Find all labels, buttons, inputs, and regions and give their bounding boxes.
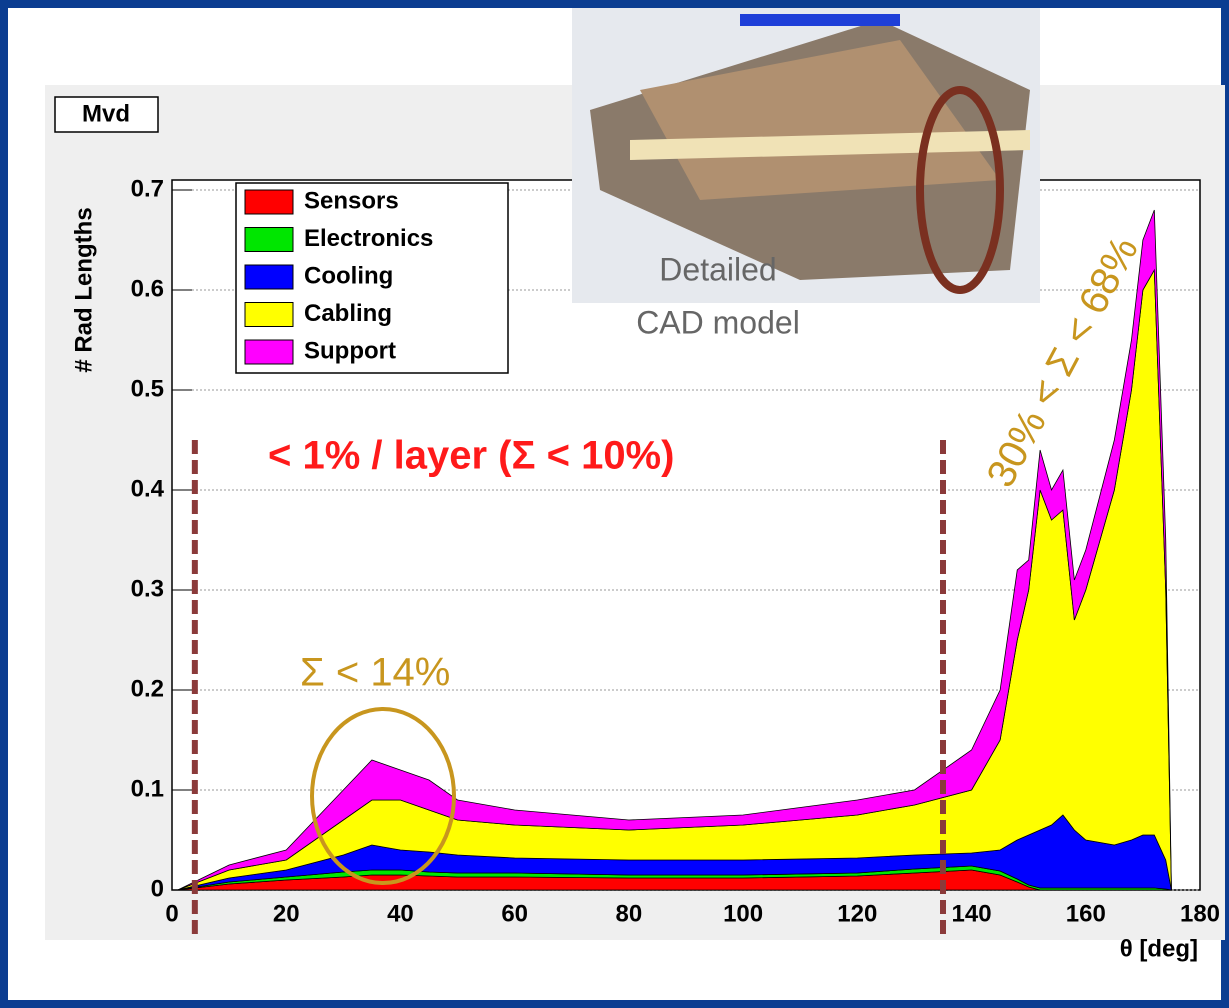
y-tick-label: 0.2 xyxy=(131,675,164,702)
x-tick-label: 180 xyxy=(1180,900,1220,927)
y-tick-label: 0.4 xyxy=(131,475,165,502)
x-tick-label: 100 xyxy=(723,900,763,927)
legend: Sensors Electronics Cooling Cabling Support xyxy=(236,183,508,373)
x-axis-label: θ [deg] xyxy=(1120,935,1198,962)
legend-label: Electronics xyxy=(304,225,433,252)
legend-swatch xyxy=(245,190,293,214)
y-tick-label: 0.6 xyxy=(131,275,164,302)
annotation: CAD model xyxy=(636,304,800,340)
legend-swatch xyxy=(245,340,293,364)
cad-image xyxy=(572,8,1040,303)
annotation: Σ < 14% xyxy=(300,651,450,695)
x-tick-label: 160 xyxy=(1066,900,1106,927)
legend-label: Cooling xyxy=(304,262,393,289)
x-tick-label: 140 xyxy=(952,900,992,927)
slide: 0 0.1 0.2 0.3 0.4 0.5 0.6 0.7 0 20 40 60 80 100 120 140… xyxy=(0,0,1229,1008)
x-tick-label: 120 xyxy=(837,900,877,927)
annotation: < 1% / layer (Σ < 10%) xyxy=(268,434,674,478)
y-tick-label: 0 xyxy=(151,875,164,902)
top-part xyxy=(740,14,900,26)
x-tick-label: 20 xyxy=(273,900,300,927)
y-tick-label: 0.5 xyxy=(131,375,164,402)
legend-label: Sensors xyxy=(304,187,399,214)
legend-label: Support xyxy=(304,337,396,364)
page: 0 0.1 0.2 0.3 0.4 0.5 0.6 0.7 0 20 40 60 80 100 120 140… xyxy=(0,0,1229,1008)
legend-swatch xyxy=(245,265,293,289)
legend-swatch xyxy=(245,303,293,327)
y-axis-label: # Rad Lengths xyxy=(70,207,97,372)
y-tick-label: 0.7 xyxy=(131,175,164,202)
x-tick-label: 60 xyxy=(501,900,528,927)
x-tick-label: 40 xyxy=(387,900,414,927)
x-tick-label: 80 xyxy=(616,900,643,927)
legend-swatch xyxy=(245,228,293,252)
x-tick-label: 0 xyxy=(165,900,178,927)
legend-label: Cabling xyxy=(304,300,392,327)
hist-label: Mvd xyxy=(82,100,130,127)
annotation: Detailed xyxy=(659,251,776,287)
y-tick-label: 0.3 xyxy=(131,575,164,602)
y-tick-label: 0.1 xyxy=(131,775,164,802)
